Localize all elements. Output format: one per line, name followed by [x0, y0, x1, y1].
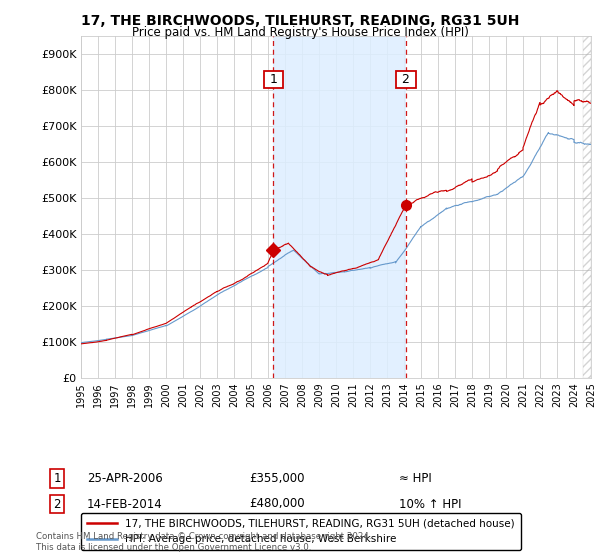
- Text: 25-APR-2006: 25-APR-2006: [87, 472, 163, 486]
- Legend: 17, THE BIRCHWOODS, TILEHURST, READING, RG31 5UH (detached house), HPI: Average : 17, THE BIRCHWOODS, TILEHURST, READING, …: [81, 513, 521, 550]
- Text: 14-FEB-2014: 14-FEB-2014: [87, 497, 163, 511]
- Text: 2: 2: [398, 73, 414, 86]
- Bar: [583, 36, 591, 378]
- Text: 2: 2: [53, 497, 61, 511]
- Text: £355,000: £355,000: [249, 472, 305, 486]
- Text: 10% ↑ HPI: 10% ↑ HPI: [399, 497, 461, 511]
- Text: 1: 1: [266, 73, 281, 86]
- Text: 17, THE BIRCHWOODS, TILEHURST, READING, RG31 5UH: 17, THE BIRCHWOODS, TILEHURST, READING, …: [81, 14, 519, 28]
- Text: 1: 1: [53, 472, 61, 486]
- Bar: [274, 36, 406, 378]
- Text: ≈ HPI: ≈ HPI: [399, 472, 432, 486]
- Text: £480,000: £480,000: [249, 497, 305, 511]
- Text: Contains HM Land Registry data © Crown copyright and database right 2024.
This d: Contains HM Land Registry data © Crown c…: [36, 532, 371, 552]
- Text: Price paid vs. HM Land Registry's House Price Index (HPI): Price paid vs. HM Land Registry's House …: [131, 26, 469, 39]
